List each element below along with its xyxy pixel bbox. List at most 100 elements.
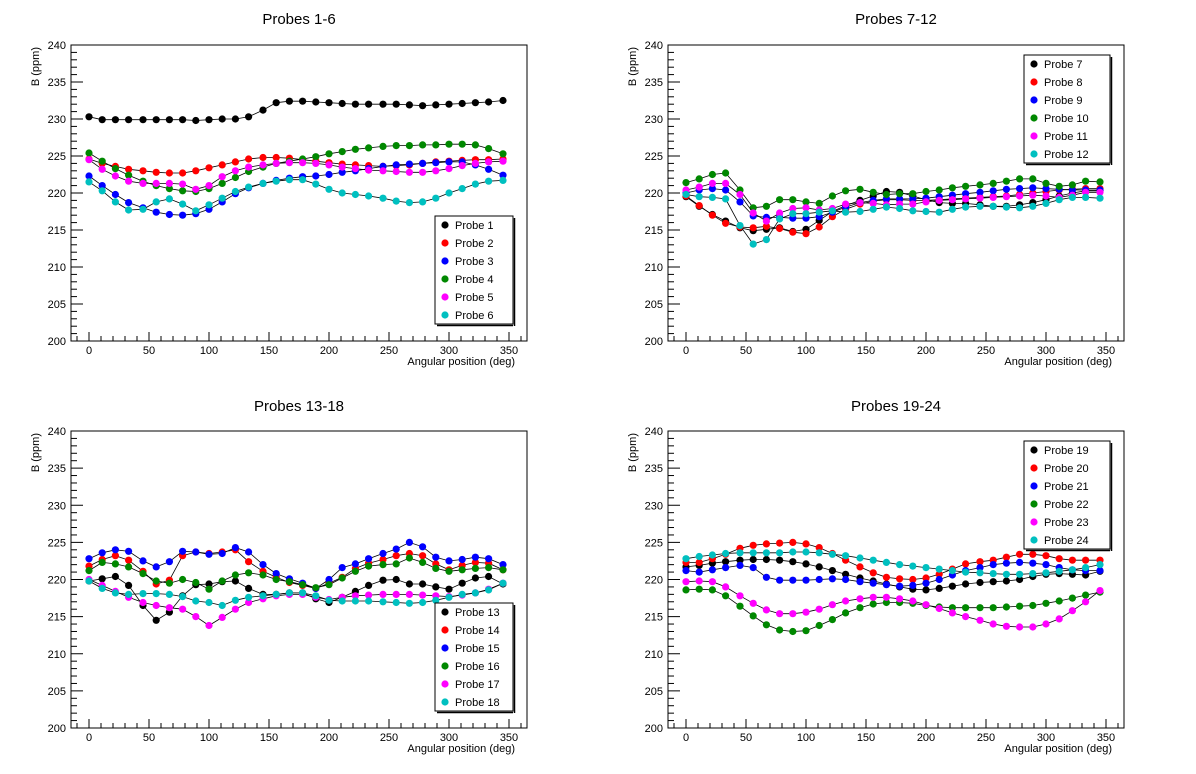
data-point — [789, 204, 797, 213]
data-point — [338, 189, 346, 197]
data-point — [499, 579, 507, 587]
y-tick-label: 215 — [48, 225, 66, 237]
data-point — [165, 179, 173, 187]
data-point — [231, 173, 239, 182]
legend-entry: Probe 19 — [1044, 445, 1089, 457]
legend-entry: Probe 17 — [455, 679, 500, 691]
data-point — [325, 575, 333, 584]
data-point — [485, 177, 493, 185]
data-point — [111, 560, 119, 568]
data-point — [1068, 594, 1076, 602]
x-tick-label: 300 — [440, 732, 458, 744]
x-tick-label: 300 — [440, 345, 458, 357]
data-point — [471, 564, 479, 573]
x-tick-label: 200 — [917, 345, 935, 357]
data-point — [432, 159, 440, 167]
data-point — [989, 620, 997, 628]
y-tick-label: 210 — [645, 262, 663, 274]
data-point — [869, 199, 877, 207]
data-point — [111, 546, 119, 554]
panel-title: Probes 19-24 — [851, 398, 941, 415]
data-point — [948, 205, 957, 213]
data-point — [976, 202, 984, 210]
data-point — [152, 590, 160, 598]
data-point — [1042, 561, 1050, 569]
data-point — [379, 555, 387, 564]
series-line — [685, 588, 1101, 632]
data-point — [351, 145, 359, 153]
data-point — [1068, 181, 1076, 189]
data-point — [285, 578, 293, 586]
legend-entry: Probe 6 — [455, 310, 494, 322]
data-point — [708, 170, 717, 179]
data-point — [85, 577, 93, 585]
data-point — [152, 563, 160, 571]
data-point — [85, 149, 93, 157]
data-point — [205, 585, 213, 593]
y-tick-label: 225 — [645, 151, 663, 163]
x-axis-label: Angular position (deg) — [1004, 743, 1112, 755]
data-point — [218, 549, 226, 558]
data-point — [471, 558, 479, 567]
series-probe-23 — [682, 577, 1104, 631]
data-point — [152, 198, 160, 206]
data-point — [695, 568, 703, 576]
data-point — [708, 211, 717, 219]
legend-entry: Probe 4 — [455, 274, 494, 286]
y-tick-label: 215 — [645, 225, 663, 237]
data-point — [1096, 561, 1104, 569]
data-point — [98, 558, 106, 567]
data-point — [312, 98, 320, 106]
data-point — [299, 176, 307, 184]
data-point — [379, 590, 387, 599]
legend-entry: Probe 7 — [1044, 59, 1083, 71]
data-point — [231, 596, 239, 604]
y-tick-label: 220 — [48, 188, 66, 200]
data-point — [776, 626, 784, 634]
data-point — [722, 195, 730, 203]
data-point — [125, 581, 133, 590]
data-point — [432, 553, 440, 561]
data-point — [1029, 175, 1037, 183]
data-point — [392, 197, 400, 205]
data-point — [842, 187, 850, 195]
data-point — [1096, 194, 1104, 202]
data-point — [139, 205, 147, 213]
data-point — [231, 115, 239, 123]
data-point — [962, 190, 970, 198]
data-point — [98, 549, 106, 557]
data-point — [85, 113, 93, 121]
series-probe-16 — [85, 554, 507, 593]
data-point — [695, 175, 703, 183]
legend: Probe 1 Probe 2 Probe 3 Probe 4 Probe 5 Probe… — [434, 215, 516, 327]
data-point — [922, 579, 930, 587]
data-point — [1029, 550, 1037, 558]
data-point — [882, 203, 891, 211]
data-point — [125, 165, 133, 173]
y-tick-label: 200 — [645, 336, 663, 348]
y-tick-label: 220 — [645, 188, 663, 200]
data-point — [471, 99, 479, 107]
data-point — [299, 581, 307, 589]
legend-entry: Probe 18 — [455, 697, 500, 709]
data-point — [245, 155, 253, 163]
data-point — [1096, 178, 1104, 186]
data-point — [98, 584, 106, 593]
series-probe-14 — [85, 546, 507, 593]
y-axis-label: B (ppm) — [627, 433, 639, 472]
data-point — [405, 199, 413, 207]
data-point — [1055, 567, 1063, 575]
data-point — [259, 179, 267, 187]
data-point — [682, 586, 690, 594]
data-point — [1002, 577, 1011, 585]
data-point — [392, 142, 400, 150]
series-line — [685, 551, 1101, 575]
data-point — [192, 116, 200, 125]
data-point — [762, 236, 771, 244]
series-probe-24 — [682, 548, 1104, 578]
data-point — [432, 596, 440, 604]
data-point — [245, 548, 253, 556]
legend-box — [1023, 54, 1111, 164]
y-tick-label: 220 — [48, 575, 66, 587]
data-point — [776, 224, 784, 233]
